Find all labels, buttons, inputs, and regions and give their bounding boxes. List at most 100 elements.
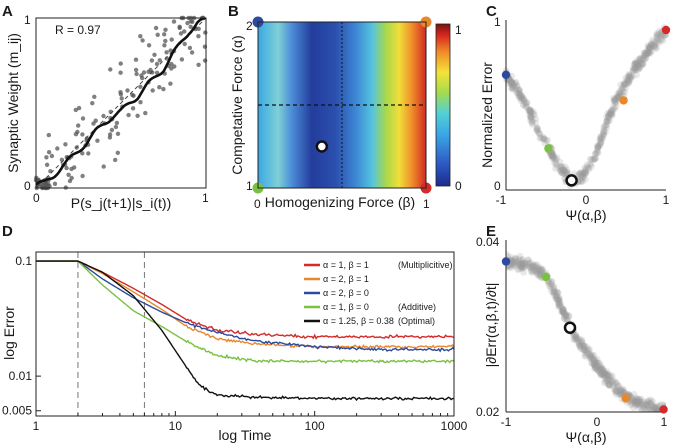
panel-b-optimum-marker [315, 140, 329, 153]
panel-c-point [623, 80, 630, 88]
panel-e-point [603, 368, 611, 375]
panel-e-point [621, 388, 629, 396]
panel-e-point [638, 405, 645, 412]
panel-a-point [133, 57, 139, 62]
panel-e-point [550, 286, 558, 294]
panel-c-point [608, 112, 616, 119]
panel-e-point [576, 335, 583, 343]
panel-a-point [163, 27, 168, 32]
panel-c-point [658, 36, 665, 43]
panel-c-point [620, 79, 628, 87]
panel-e-point [617, 387, 625, 394]
panel-c-point [652, 44, 660, 52]
panel-c-point [587, 155, 594, 163]
panel-c-point [575, 170, 583, 178]
panel-e-point [599, 365, 606, 373]
panel-e-point [539, 265, 546, 273]
panel-c-ytick-bottom: 0 [494, 179, 501, 193]
panel-c-point [581, 175, 589, 183]
panel-e-point [602, 378, 610, 386]
panel-c-point [597, 134, 605, 142]
panel-e-point [555, 296, 563, 304]
panel-c-point [598, 135, 606, 142]
panel-e-point [635, 398, 643, 406]
panel-a-xtick-left: 0 [33, 191, 40, 205]
panel-e-point [555, 294, 563, 302]
panel-a-point [44, 162, 50, 167]
panel-a-point [155, 32, 160, 37]
panel-e-point [572, 333, 580, 341]
panel-a-point [115, 150, 121, 155]
panel-a-point [149, 58, 155, 63]
panel-c-point [611, 97, 618, 105]
panel-e-point [595, 367, 603, 375]
panel-c-point [583, 161, 591, 169]
panel-c-point [607, 110, 615, 118]
panel-c-point [602, 122, 610, 129]
panel-a-point [91, 121, 96, 126]
panel-a-point [130, 92, 135, 98]
panel-c-point [549, 154, 556, 162]
panel-c-point [649, 41, 656, 49]
panel-c-point [634, 60, 641, 68]
panel-e-point [509, 259, 516, 267]
panel-c-point [557, 164, 565, 172]
panel-e-point [591, 356, 599, 364]
panel-c-point [560, 166, 567, 174]
panel-c-point [643, 51, 651, 59]
panel-c-point [553, 161, 560, 169]
panel-d-legend-note: (Additive) [398, 302, 436, 312]
panel-c-point [564, 169, 572, 177]
panel-c-point [594, 149, 602, 157]
panel-c-point [526, 111, 533, 119]
panel-d-legend: α = 1, β = 1 (Multiplicitive) α = 2, β = 1… [300, 256, 453, 330]
panel-e-point [604, 370, 612, 378]
panel-b-colorbar [435, 23, 451, 187]
panel-e-point [635, 398, 642, 406]
panel-a-point [114, 120, 120, 126]
panel-e-point [570, 336, 578, 343]
panel-d-xtick-label: 100 [305, 419, 325, 433]
panel-a-point [196, 34, 201, 39]
panel-c-point [647, 40, 655, 48]
panel-e: E 0.04 0.02 -1 0 1 Ψ(α,β) |∂Err(α,β,t)/∂… [476, 223, 668, 445]
panel-c-point [631, 64, 639, 72]
panel-e-point [652, 405, 660, 412]
panel-a-point [163, 38, 168, 44]
panel-e-point [538, 266, 546, 274]
panel-c-point [656, 27, 664, 35]
panel-c-point [592, 150, 599, 158]
panel-c-point [536, 130, 543, 137]
panel-e-point [590, 356, 598, 364]
panel-e-point [559, 306, 567, 314]
panel-e-point [654, 407, 661, 412]
panel-c-point [548, 152, 556, 159]
panel-c-point [560, 166, 568, 174]
panel-c-point [513, 82, 521, 90]
panel-e-point [563, 315, 570, 323]
panel-e-point [644, 398, 652, 405]
panel-c-point [596, 136, 604, 144]
panel-c-point [553, 154, 561, 162]
panel-c-point [518, 92, 525, 100]
panel-a: A R = 0.97 1 0 0 1 P(s_j(t+1)|s_i(t)) Sy… [2, 3, 209, 211]
panel-c-point [591, 155, 599, 162]
panel-c-point [582, 170, 589, 178]
panel-e-point [555, 301, 563, 308]
panel-e-point [565, 312, 573, 320]
panel-c-point [594, 143, 602, 151]
panel-a-point [168, 81, 173, 86]
panel-e-letter: E [486, 223, 496, 240]
panel-e-point [580, 343, 587, 350]
panel-e-point [597, 365, 605, 373]
panel-a-point [179, 57, 185, 62]
panel-c-point [527, 114, 535, 122]
panel-e-point [520, 263, 528, 271]
panel-c-point [551, 157, 559, 164]
panel-e-point [559, 308, 567, 316]
panel-c-point [587, 163, 595, 171]
panel-c-point [512, 86, 520, 93]
panel-e-point [586, 355, 593, 362]
panel-c-point [612, 103, 620, 111]
panel-c-point [520, 101, 528, 108]
